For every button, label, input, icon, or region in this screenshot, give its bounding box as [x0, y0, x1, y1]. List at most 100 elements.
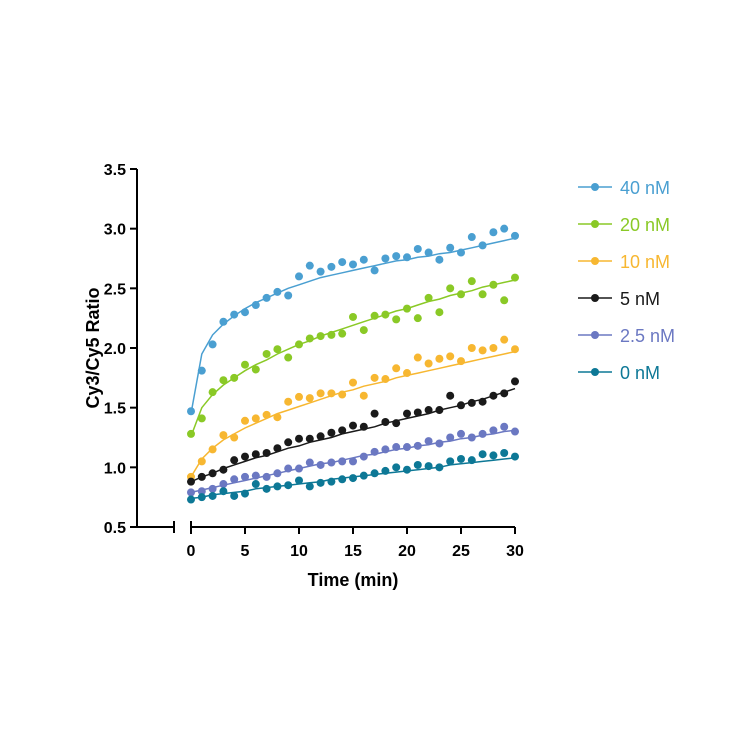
- data-point: [500, 449, 509, 458]
- data-point: [273, 345, 282, 354]
- data-point: [392, 315, 401, 324]
- data-point: [467, 344, 476, 352]
- data-point: [273, 444, 282, 453]
- legend-marker: [591, 331, 599, 339]
- data-point: [467, 277, 476, 286]
- y-tick-label: 3.5: [104, 162, 126, 179]
- x-tick-label: 20: [398, 543, 416, 560]
- data-point: [489, 344, 498, 352]
- data-point: [359, 391, 368, 400]
- data-point: [262, 410, 271, 419]
- data-point: [381, 417, 390, 426]
- data-point: [478, 429, 487, 438]
- data-point: [500, 296, 509, 305]
- data-point: [327, 330, 336, 339]
- legend-label: 2.5 nM: [620, 326, 675, 346]
- data-point: [370, 409, 379, 418]
- data-point: [197, 457, 206, 466]
- data-point: [187, 488, 195, 497]
- data-point: [316, 389, 325, 398]
- data-point: [295, 340, 303, 349]
- data-point: [349, 260, 357, 269]
- data-point: [478, 397, 487, 406]
- legend-marker: [591, 220, 599, 228]
- data-point: [446, 284, 455, 293]
- data-point: [349, 474, 357, 483]
- data-point: [187, 429, 195, 438]
- data-point: [305, 482, 314, 491]
- legend: 40 nM 20 nM 10 nM 5 nM 2.5 nM 0 nM: [578, 178, 675, 383]
- data-point: [338, 390, 347, 399]
- data-point: [208, 445, 217, 454]
- data-point: [413, 314, 422, 323]
- data-point: [403, 253, 411, 262]
- data-point: [251, 450, 260, 459]
- x-tick-label: 0: [187, 543, 196, 560]
- data-point: [392, 252, 401, 261]
- data-point: [230, 433, 239, 442]
- data-point: [262, 472, 271, 481]
- data-point: [284, 464, 293, 473]
- data-point: [241, 416, 249, 425]
- data-point: [338, 426, 347, 435]
- data-point: [241, 472, 249, 481]
- data-point: [489, 280, 498, 289]
- data-point: [381, 466, 390, 475]
- data-point: [349, 312, 357, 321]
- data-point: [251, 414, 260, 423]
- data-point: [197, 493, 206, 502]
- data-point: [219, 487, 228, 496]
- data-point: [305, 394, 314, 403]
- data-point: [359, 471, 368, 480]
- data-point: [338, 475, 347, 484]
- data-point: [284, 353, 293, 362]
- data-point: [219, 317, 228, 326]
- data-point: [273, 287, 282, 296]
- legend-label: 0 nM: [620, 363, 660, 383]
- fit-line: [190, 387, 516, 483]
- data-point: [478, 290, 487, 299]
- data-point: [413, 244, 422, 253]
- y-axis-title: Cy3/Cy5 Ratio: [83, 287, 103, 408]
- data-point: [251, 301, 260, 310]
- data-point: [381, 375, 390, 384]
- data-point: [273, 413, 282, 422]
- x-tick-label: 25: [452, 543, 470, 560]
- data-point: [435, 439, 444, 448]
- legend-marker: [591, 257, 599, 265]
- x-tick-label: 10: [290, 543, 308, 560]
- legend-item: 2.5 nM: [578, 326, 675, 346]
- x-tick-label: 30: [506, 543, 524, 560]
- data-point: [446, 352, 455, 361]
- legend-label: 20 nM: [620, 215, 670, 235]
- data-point: [241, 489, 249, 498]
- data-point: [511, 273, 519, 282]
- data-point: [392, 419, 401, 428]
- data-point: [251, 471, 260, 480]
- fit-line: [190, 279, 516, 437]
- y-tick-label: 1.5: [104, 401, 126, 418]
- series-1: [187, 273, 519, 438]
- y-tick-label: 2.5: [104, 281, 126, 298]
- data-point: [197, 472, 206, 481]
- data-point: [338, 258, 347, 267]
- data-point: [219, 465, 228, 474]
- data-point: [208, 469, 217, 478]
- data-point: [403, 443, 411, 452]
- legend-item: 40 nM: [578, 178, 670, 198]
- data-point: [435, 463, 444, 472]
- x-axis-title: Time (min): [308, 570, 399, 590]
- data-point: [467, 233, 476, 242]
- data-point: [424, 406, 433, 415]
- data-point: [392, 463, 401, 472]
- data-point: [327, 477, 336, 486]
- data-point: [381, 310, 390, 319]
- series-2: [187, 335, 519, 481]
- series-3: [187, 377, 519, 486]
- data-point: [424, 293, 433, 302]
- data-point: [295, 392, 303, 401]
- data-point: [457, 401, 465, 410]
- legend-item: 10 nM: [578, 252, 670, 272]
- data-point: [284, 291, 293, 300]
